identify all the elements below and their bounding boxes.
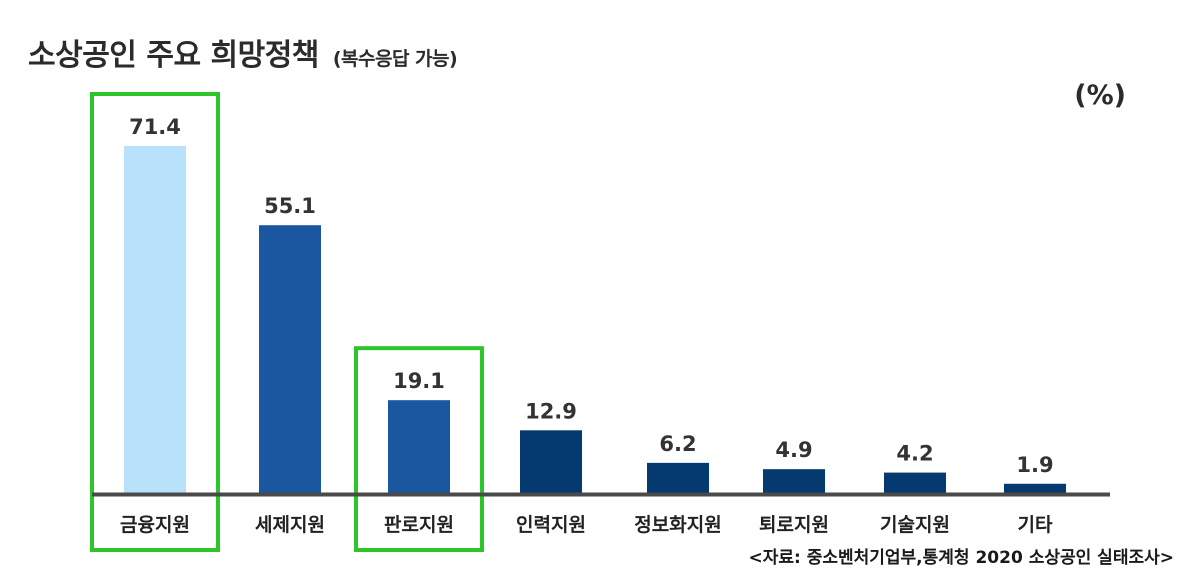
bar: [520, 430, 582, 493]
bar: [1004, 483, 1066, 493]
bar: [388, 400, 450, 493]
bar: [124, 146, 186, 493]
category-label: 퇴로지원: [759, 514, 829, 536]
category-label: 금융지원: [120, 514, 190, 536]
category-label: 기술지원: [880, 514, 950, 536]
chart-title-text: 소상공인 주요 희망정책: [28, 38, 319, 73]
unit-label: (%): [1074, 80, 1126, 111]
value-label: 1.9: [1016, 453, 1053, 477]
value-label: 6.2: [659, 432, 696, 456]
value-label: 4.2: [896, 442, 933, 466]
value-label: 12.9: [525, 399, 577, 423]
highlight-box: [90, 92, 220, 552]
bar: [763, 469, 825, 493]
source-note: <자료: 중소벤처기업부,통계청 2020 소상공인 실태조사>: [748, 548, 1174, 568]
category-label: 인력지원: [516, 514, 586, 536]
value-label: 71.4: [129, 115, 181, 139]
category-label: 기타: [1018, 514, 1053, 536]
category-label: 판로지원: [384, 514, 454, 536]
chart-title: 소상공인 주요 희망정책 (복수응답 가능): [28, 30, 458, 74]
category-label: 세제지원: [255, 514, 325, 536]
bar: [259, 225, 321, 493]
bar: [884, 472, 946, 493]
chart-subtitle: (복수응답 가능): [332, 48, 458, 70]
category-label: 정보화지원: [634, 514, 721, 536]
value-label: 4.9: [775, 438, 812, 462]
value-label: 19.1: [393, 369, 445, 393]
highlight-box: [354, 346, 484, 553]
value-label: 55.1: [264, 194, 316, 218]
bar: [647, 462, 709, 493]
